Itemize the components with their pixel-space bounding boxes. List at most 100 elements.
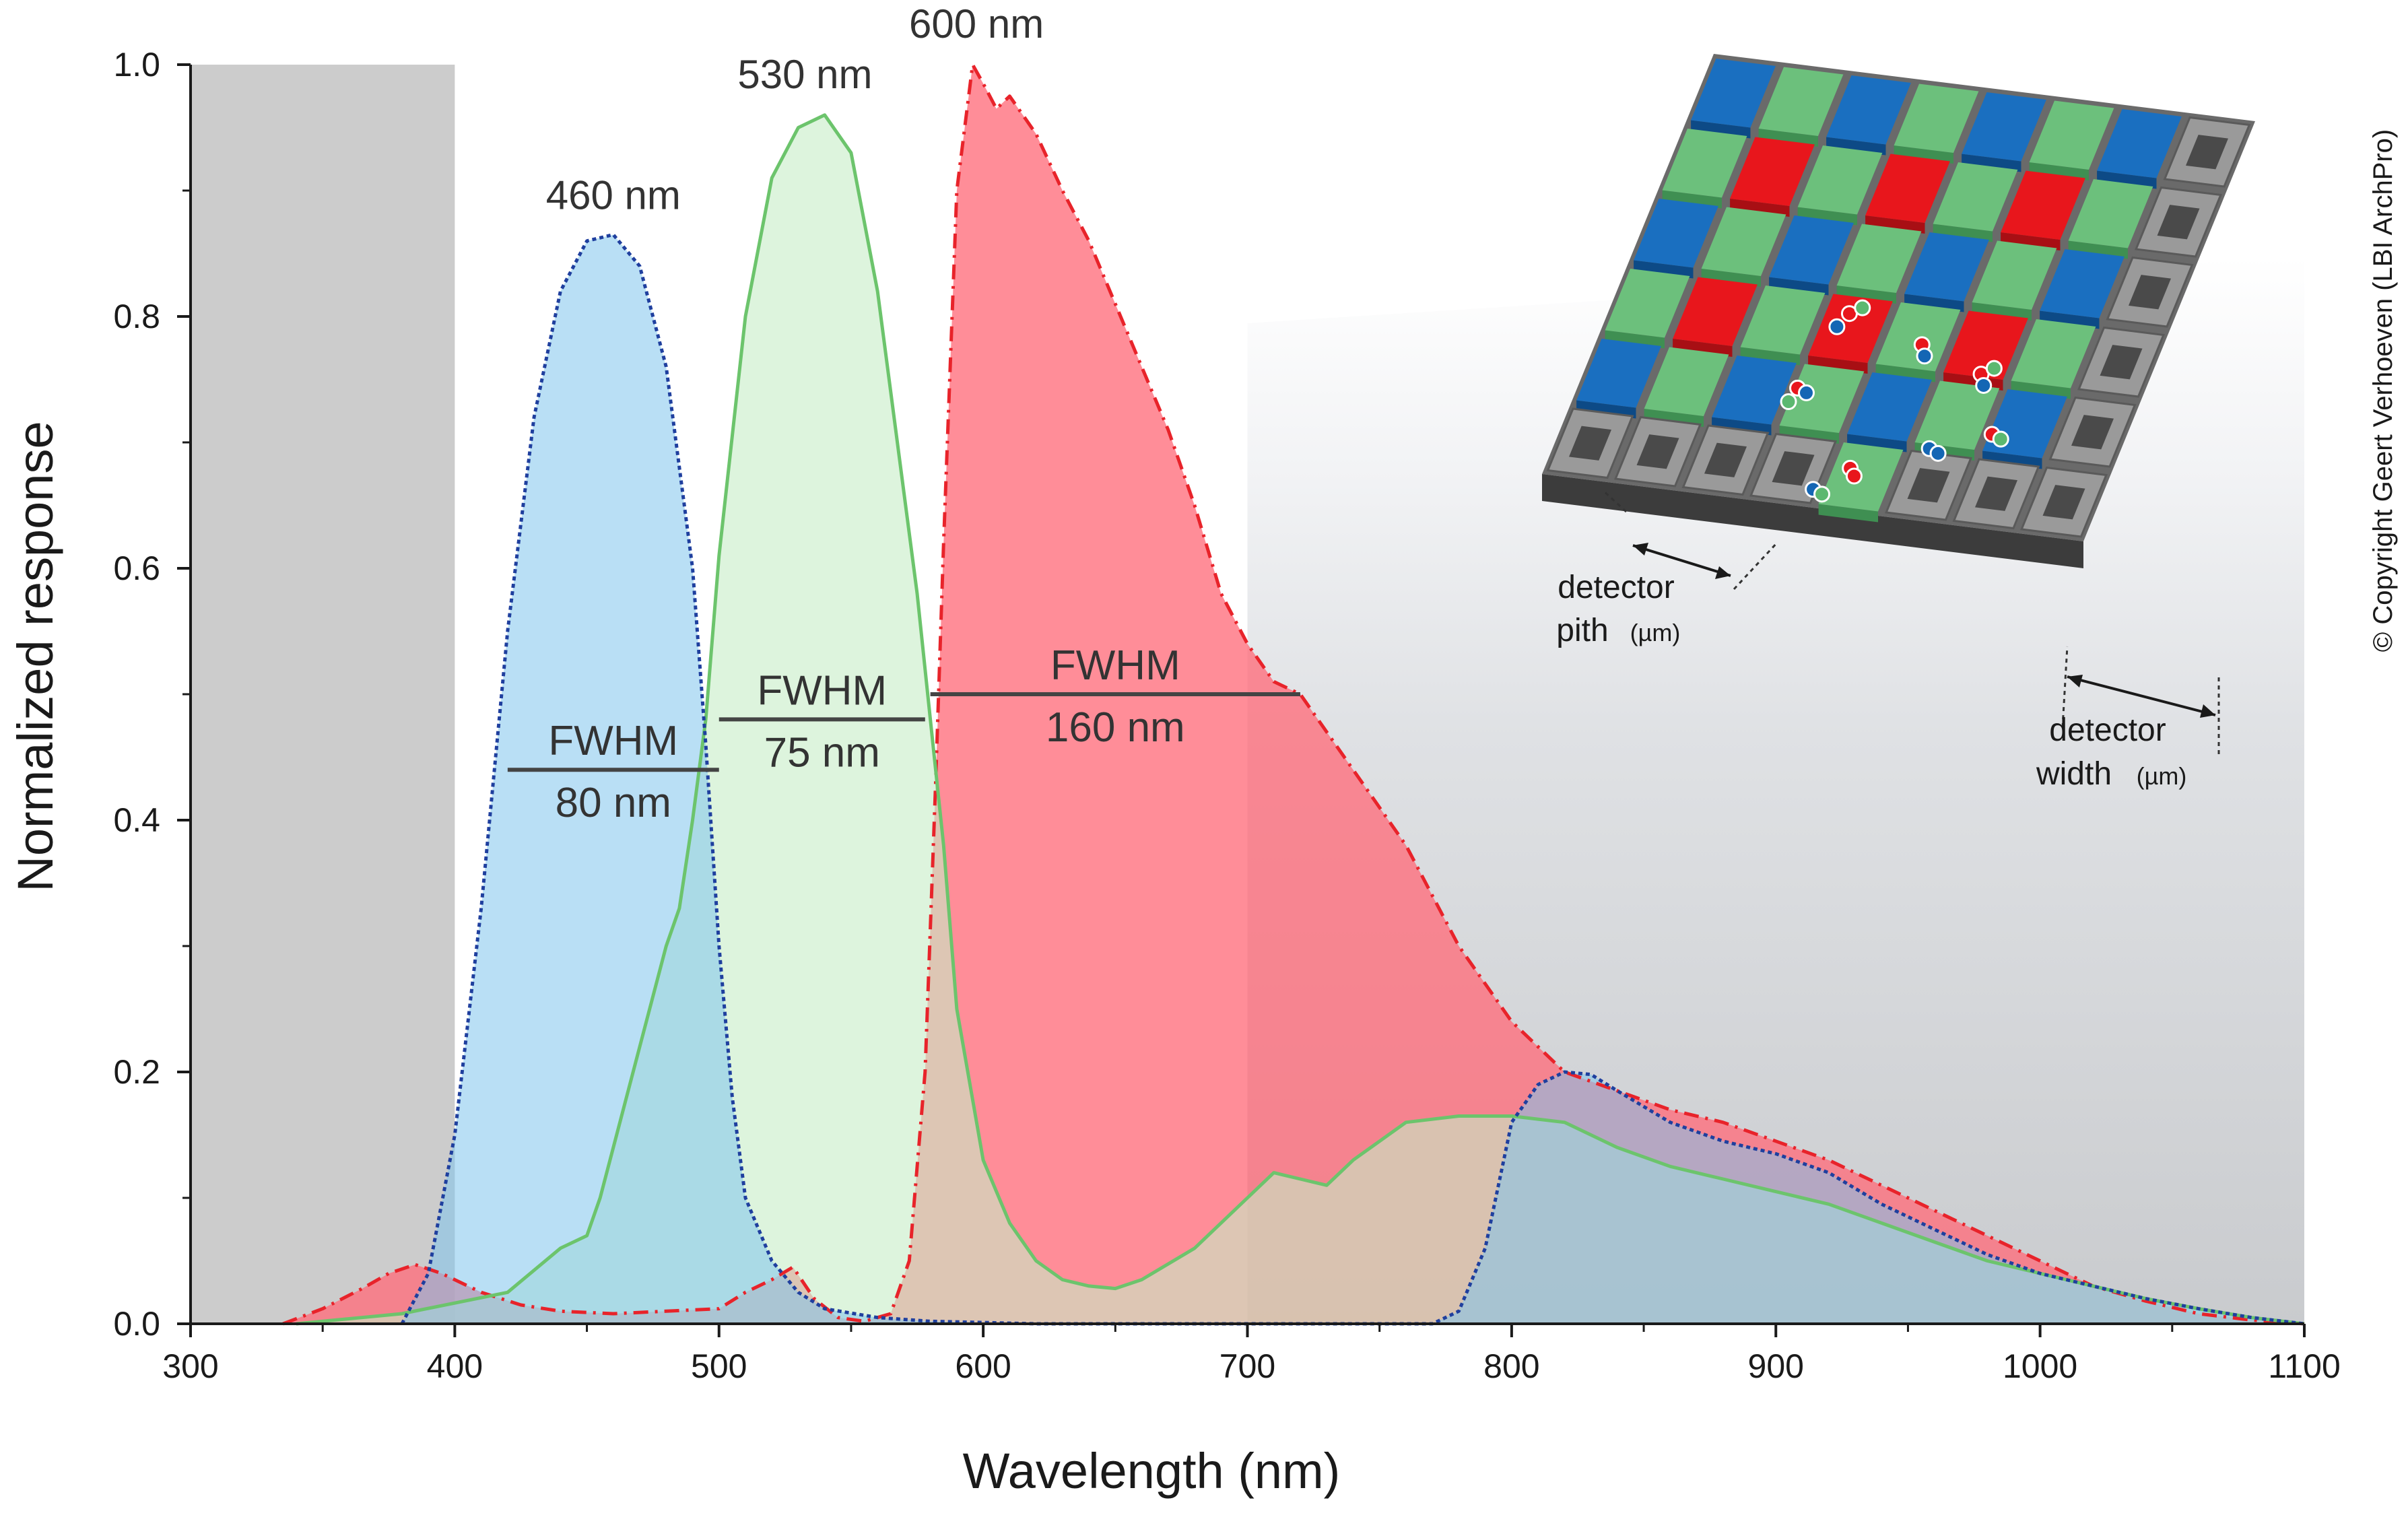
- fwhm-value: 80 nm: [556, 780, 671, 826]
- blue-filter-edge: [1634, 260, 1694, 279]
- blue-filter: [1634, 199, 1718, 268]
- blue-filter-edge: [1904, 294, 1964, 312]
- red-photon-dot: [1845, 467, 1863, 485]
- pitch-label: detector: [1558, 570, 1674, 605]
- dimension-markers: [1601, 489, 2220, 754]
- green-filter-edge: [1836, 285, 1896, 304]
- green-filter: [1605, 269, 1690, 338]
- detector-base-edge: [1542, 474, 2083, 568]
- green-photon-dot: [1854, 299, 1871, 316]
- peak-label: 460 nm: [546, 172, 681, 217]
- width-label: detector: [2049, 712, 2166, 748]
- green-photon-dot: [1985, 360, 2003, 377]
- green-photon-dot: [1992, 430, 2009, 448]
- red-filter: [1730, 137, 1815, 206]
- detector-well-floor: [1975, 476, 2017, 511]
- blue-photon-dot: [1916, 347, 1933, 365]
- green-filter-edge: [1701, 269, 1761, 287]
- green-filter: [1972, 240, 2057, 310]
- green-photon-dot: [1813, 485, 1831, 503]
- green-filter-edge: [1972, 302, 2032, 321]
- green-filter-edge: [1797, 207, 1857, 226]
- green-filter: [1740, 285, 1826, 355]
- fwhm-label: FWHM: [1050, 642, 1180, 689]
- red-filter: [2001, 170, 2085, 240]
- width-dimension-arrow: [2067, 675, 2216, 716]
- red-filter: [1865, 154, 1950, 223]
- x-tick-label: 500: [691, 1347, 747, 1385]
- green-filter: [1894, 83, 1979, 153]
- peak-label: 530 nm: [737, 52, 872, 97]
- x-axis-title: Wavelength (nm): [963, 1443, 1341, 1499]
- green-photon-dot: [1780, 393, 1797, 411]
- green-filter: [1914, 380, 2000, 450]
- red-filter-edge: [1673, 339, 1733, 357]
- green-filter: [2011, 319, 2096, 389]
- x-tick-label: 600: [955, 1347, 1011, 1385]
- x-tick-label: 1000: [2003, 1347, 2077, 1385]
- detector-well-floor: [1772, 451, 1815, 486]
- blue-filter: [1962, 92, 2046, 162]
- green-filter-edge: [1875, 364, 1935, 382]
- detector-well-floor: [1704, 442, 1747, 477]
- green-filter-edge: [1662, 190, 1722, 209]
- red-filter: [1673, 277, 1758, 346]
- blue-filter: [1691, 59, 1776, 128]
- blue-filter: [2097, 109, 2182, 178]
- fwhm-value: 75 nm: [764, 729, 880, 776]
- blue-filter-edge: [1826, 137, 1886, 156]
- green-filter-edge: [2029, 162, 2089, 180]
- green-filter-edge: [1740, 347, 1800, 366]
- blue-filter-edge: [2040, 310, 2100, 329]
- green-filter: [1797, 145, 1883, 215]
- x-tick-label: 400: [427, 1347, 483, 1385]
- width-label-2: width: [2036, 756, 2112, 792]
- y-tick-label: 1.0: [113, 46, 160, 83]
- blue-filter: [1826, 75, 1911, 145]
- x-tick-label: 800: [1483, 1347, 1539, 1385]
- pitch-dimension-arrow: [1632, 544, 1731, 577]
- green-filter-edge: [1933, 224, 1993, 242]
- blue-filter-edge: [1691, 120, 1751, 139]
- y-tick-label: 0.6: [113, 549, 160, 587]
- red-response-line: [282, 63, 2305, 1326]
- blue-filter: [1769, 215, 1854, 285]
- blue-filter: [1904, 232, 1989, 302]
- fwhm-label: FWHM: [548, 718, 678, 764]
- detector-well-floor: [2071, 415, 2114, 450]
- detector-well-floor: [1907, 468, 1950, 503]
- detector-well-floor: [2042, 485, 2085, 520]
- green-filter-edge: [1758, 129, 1818, 147]
- green-filter: [2068, 179, 2153, 248]
- green-filter-edge: [1894, 145, 1953, 164]
- peak-label: 600 nm: [909, 1, 1044, 46]
- blue-filter-edge: [1769, 277, 1829, 296]
- green-filter: [1662, 129, 1747, 198]
- red-filter: [1808, 294, 1893, 363]
- x-tick-label: 300: [162, 1347, 218, 1385]
- detector-well-floor: [2100, 345, 2143, 380]
- blue-photon-dot: [1798, 384, 1815, 401]
- green-filter: [2029, 100, 2114, 170]
- fwhm-value: 160 nm: [1046, 704, 1185, 751]
- y-tick-label: 0.0: [113, 1305, 160, 1343]
- blue-filter: [1576, 339, 1661, 408]
- green-filter-edge: [1605, 330, 1665, 349]
- y-tick-label: 0.2: [113, 1053, 160, 1091]
- width-unit: (µm): [2137, 762, 2187, 790]
- y-tick-label: 0.4: [113, 801, 160, 839]
- detector-well-floor: [2157, 205, 2200, 240]
- blue-filter: [2040, 249, 2125, 318]
- green-filter-edge: [1818, 504, 1878, 523]
- blue-photon-dot: [1828, 318, 1846, 335]
- green-filter: [1644, 347, 1729, 416]
- blue-response-area: [401, 234, 2305, 1324]
- red-filter-edge: [1865, 215, 1925, 234]
- y-tick-label: 0.8: [113, 298, 160, 335]
- green-filter: [1933, 162, 2018, 232]
- blue-photon-dot: [1929, 444, 1947, 462]
- pitch-unit: (µm): [1630, 619, 1681, 646]
- blue-filter-edge: [1962, 154, 2021, 172]
- green-response-area: [296, 114, 2304, 1324]
- blue-filter: [1847, 372, 1932, 442]
